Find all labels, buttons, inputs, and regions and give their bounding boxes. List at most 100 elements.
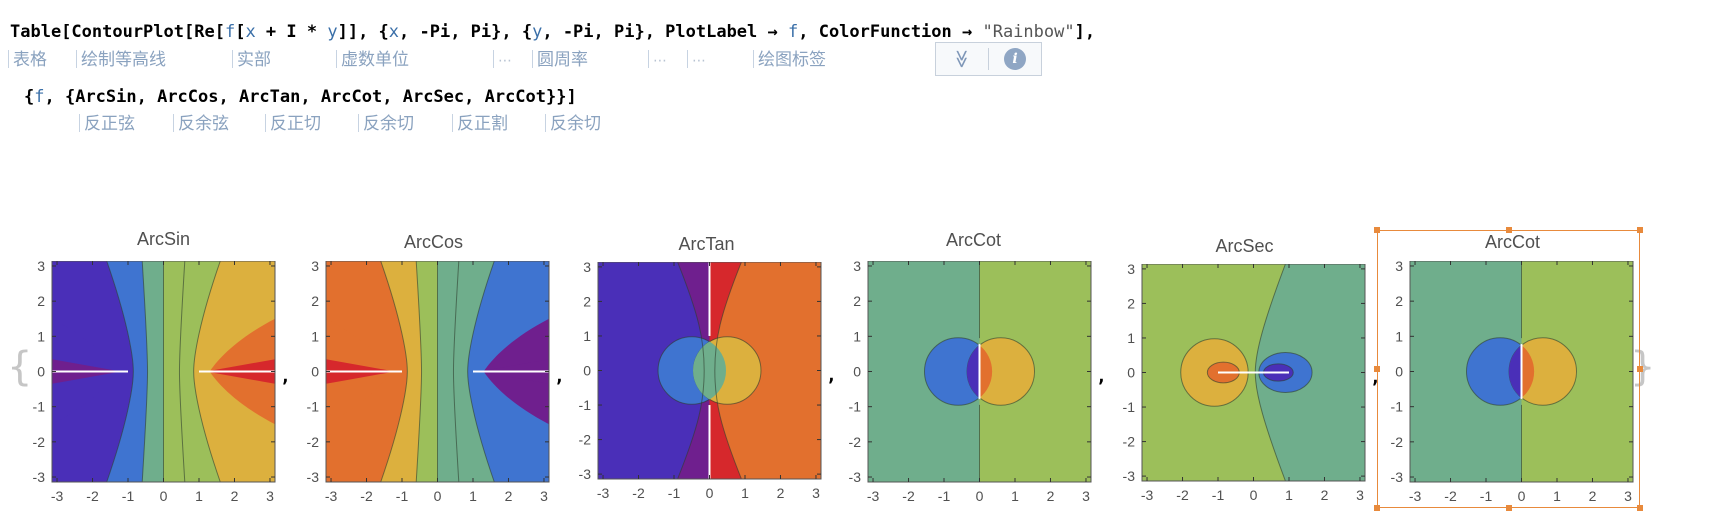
plot-label: ArcSec xyxy=(1215,236,1274,256)
x-tick-label: 1 xyxy=(195,488,203,504)
annotation-label: 绘制等高线 xyxy=(76,50,166,70)
plot-label: ArcCot xyxy=(1484,232,1540,252)
x-tick-label: 3 xyxy=(812,485,820,501)
x-tick-label: -1 xyxy=(396,488,409,504)
annotation-label: 表格 xyxy=(8,50,47,70)
y-tick-label: 3 xyxy=(37,261,45,274)
y-tick-label: -1 xyxy=(1123,399,1136,415)
x-tick-label: -1 xyxy=(938,488,951,504)
contour-line xyxy=(178,261,186,482)
x-tick-label: -1 xyxy=(1212,487,1225,503)
annotation-label: 绘图标签 xyxy=(753,50,826,70)
x-tick-label: 1 xyxy=(469,488,477,504)
y-tick-label: -2 xyxy=(1391,434,1404,450)
resize-handle[interactable] xyxy=(1637,227,1643,233)
contour-region xyxy=(1521,345,1535,398)
contour-line xyxy=(193,261,221,482)
contour-plot-arcsin[interactable]: -3 -3 -2 -2 -1 -1 0 0 1 1 2 2 3 3 xyxy=(22,261,285,512)
x-tick-label: 3 xyxy=(1082,488,1090,504)
y-tick-label: 0 xyxy=(311,364,319,380)
y-tick-label: 0 xyxy=(1127,365,1135,381)
y-tick-label: 3 xyxy=(1395,261,1403,274)
resize-handle[interactable] xyxy=(1374,505,1380,511)
code-token: , -Pi, Pi}, PlotLabel → xyxy=(542,22,788,42)
y-tick-label: 0 xyxy=(1395,364,1403,380)
x-tick-label: -1 xyxy=(122,488,135,504)
input-line-1[interactable]: Table[ContourPlot[Re[f[x + I * y]], {x, … xyxy=(10,22,1095,42)
plot-label: ArcTan xyxy=(678,234,735,254)
y-tick-label: 2 xyxy=(853,293,861,309)
code-token: ]], { xyxy=(337,22,389,42)
x-tick-label: 0 xyxy=(1250,487,1258,503)
resize-handle[interactable] xyxy=(1637,366,1643,372)
x-tick-label: 1 xyxy=(1285,487,1293,503)
x-tick-label: 2 xyxy=(231,488,239,504)
resize-handle[interactable] xyxy=(1637,505,1643,511)
contour-plot-arccot[interactable]: -3 -3 -2 -2 -1 -1 0 0 1 1 2 2 3 3 xyxy=(1380,261,1643,512)
contour-line xyxy=(714,262,742,479)
x-tick-label: 1 xyxy=(741,485,749,501)
contour-plot-arccos[interactable]: -3 -3 -2 -2 -1 -1 0 0 1 1 2 2 3 3 xyxy=(296,261,559,512)
y-tick-label: -1 xyxy=(307,399,320,415)
code-token: f xyxy=(787,22,799,42)
annotation-ellipsis: ⋯ xyxy=(687,50,706,71)
resize-handle[interactable] xyxy=(1505,227,1512,233)
code-token: [ xyxy=(235,22,246,42)
contour-plot-arccot[interactable]: -3 -3 -2 -2 -1 -1 0 0 1 1 2 2 3 3 xyxy=(838,261,1101,512)
input-line-2[interactable]: {f, {ArcSin, ArcCos, ArcTan, ArcCot, Arc… xyxy=(24,87,577,107)
contour-region xyxy=(1508,345,1522,398)
y-tick-label: 2 xyxy=(1127,295,1135,311)
x-tick-label: -3 xyxy=(51,488,64,504)
resize-handle[interactable] xyxy=(1374,227,1380,233)
x-tick-label: -2 xyxy=(360,488,373,504)
contour-plot-arctan[interactable]: -3 -3 -2 -2 -1 -1 0 0 1 1 2 2 3 3 xyxy=(568,262,831,509)
y-tick-label: -1 xyxy=(1391,399,1404,415)
y-tick-label: 1 xyxy=(311,328,319,344)
x-tick-label: -3 xyxy=(325,488,338,504)
info-button[interactable]: i xyxy=(989,43,1041,75)
y-tick-label: -2 xyxy=(307,434,320,450)
y-tick-label: 1 xyxy=(1395,328,1403,344)
x-tick-label: -2 xyxy=(632,485,645,501)
list-separator: , xyxy=(1370,366,1381,388)
annotation-label: 反正割 xyxy=(452,114,508,134)
y-tick-label: -2 xyxy=(579,432,592,448)
resize-handle[interactable] xyxy=(1505,505,1512,511)
x-tick-label: 1 xyxy=(1011,488,1019,504)
x-tick-label: 3 xyxy=(266,488,274,504)
code-token: x xyxy=(245,22,256,42)
contour-line xyxy=(415,261,423,482)
double-chevron-down-icon[interactable]: ≫ xyxy=(951,49,973,69)
annotation-label: 反正弦 xyxy=(79,114,135,134)
y-tick-label: 3 xyxy=(583,262,591,275)
suggestion-toolbar: ≫ i xyxy=(935,42,1042,76)
contour-line xyxy=(467,261,495,482)
contour-region xyxy=(714,262,821,479)
x-tick-label: -3 xyxy=(1409,488,1422,504)
selection-frame[interactable] xyxy=(1377,230,1640,508)
x-tick-label: 3 xyxy=(1356,487,1364,503)
contour-line xyxy=(106,261,134,482)
code-token: + I * xyxy=(255,22,328,42)
contour-plot-arcsec[interactable]: -3 -3 -2 -2 -1 -1 0 0 1 1 2 2 3 3 xyxy=(1112,264,1375,511)
x-tick-label: 3 xyxy=(1624,488,1632,504)
y-tick-label: 2 xyxy=(311,293,319,309)
toolbar-divider xyxy=(988,48,989,70)
resize-handle[interactable] xyxy=(1374,366,1380,372)
code-token: f xyxy=(224,22,236,42)
x-tick-label: 0 xyxy=(1518,488,1526,504)
x-tick-label: -2 xyxy=(86,488,99,504)
y-tick-label: 3 xyxy=(853,261,861,274)
plot-label: ArcCos xyxy=(403,232,463,252)
y-tick-label: -2 xyxy=(1123,434,1136,450)
y-tick-label: 3 xyxy=(311,261,319,274)
code-token: f xyxy=(34,87,45,107)
y-tick-label: -2 xyxy=(849,434,862,450)
x-tick-label: 0 xyxy=(976,488,984,504)
x-tick-label: 0 xyxy=(160,488,168,504)
code-token: "Rainbow" xyxy=(982,22,1075,42)
annotation-label: 圆周率 xyxy=(532,50,588,70)
annotation-label: 实部 xyxy=(232,50,271,70)
x-tick-label: 2 xyxy=(1589,488,1597,504)
annotation-label: 反余弦 xyxy=(173,114,229,134)
